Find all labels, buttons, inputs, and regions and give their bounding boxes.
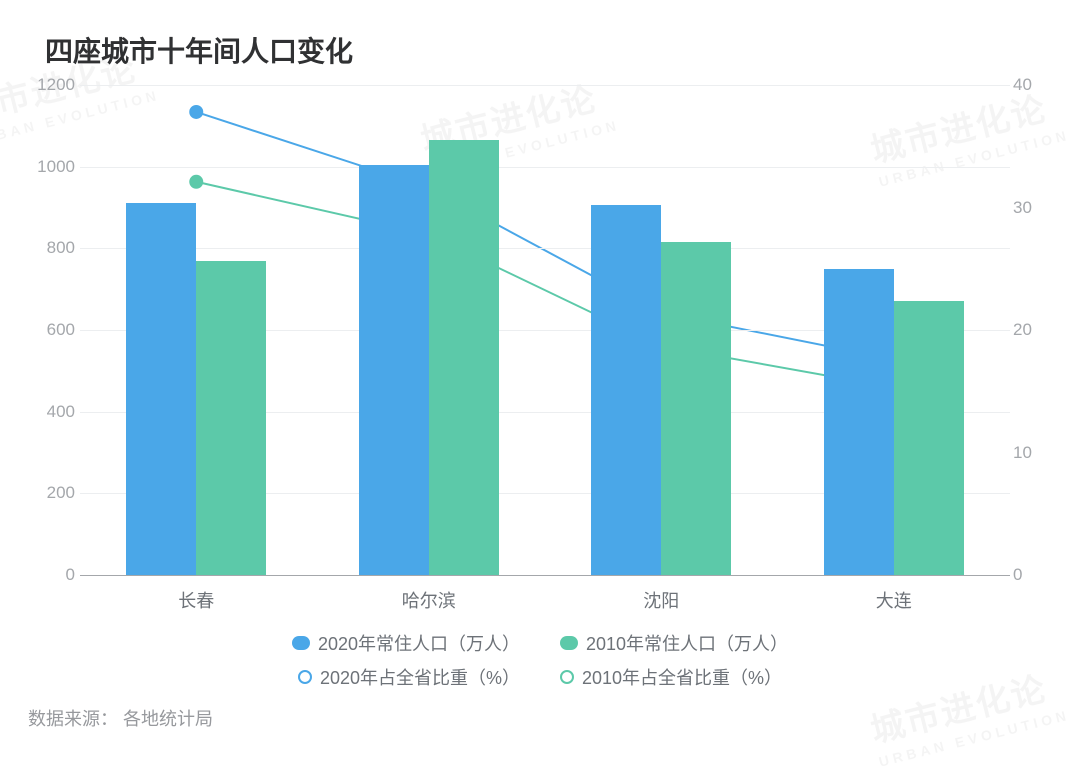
y-axis-right-label: 0 — [1013, 565, 1048, 585]
y-axis-left-label: 0 — [35, 565, 75, 585]
y-axis-right-label: 10 — [1013, 443, 1048, 463]
legend-label: 2020年常住人口（万人） — [318, 630, 520, 656]
bar — [196, 261, 266, 575]
legend-marker-icon — [560, 636, 578, 650]
y-axis-left-label: 1200 — [35, 75, 75, 95]
y-axis-right-label: 20 — [1013, 320, 1048, 340]
bar — [429, 140, 499, 575]
line-series — [196, 182, 894, 388]
bar — [894, 301, 964, 575]
legend-marker-icon — [298, 670, 312, 684]
plot-area: 020040060080010001200010203040长春哈尔滨沈阳大连 — [80, 85, 1010, 575]
x-axis-label: 大连 — [876, 587, 912, 613]
y-axis-right-label: 30 — [1013, 198, 1048, 218]
gridline — [80, 167, 1010, 168]
x-axis-label: 沈阳 — [643, 587, 679, 613]
legend-label: 2020年占全省比重（%） — [320, 664, 520, 690]
legend-label: 2010年占全省比重（%） — [582, 664, 782, 690]
bar — [824, 269, 894, 575]
chart-title: 四座城市十年间人口变化 — [45, 30, 1060, 70]
data-source: 数据来源： 各地统计局 — [28, 705, 213, 731]
gridline — [80, 85, 1010, 86]
bar — [126, 203, 196, 575]
line-marker — [190, 106, 202, 118]
legend-item: 2020年常住人口（万人） — [292, 630, 520, 656]
legend-marker-icon — [292, 636, 310, 650]
legend-marker-icon — [560, 670, 574, 684]
line-series — [196, 112, 894, 359]
y-axis-left-label: 1000 — [35, 157, 75, 177]
gridline — [80, 575, 1010, 576]
y-axis-left-label: 200 — [35, 483, 75, 503]
legend-item: 2010年常住人口（万人） — [560, 630, 788, 656]
x-axis-label: 长春 — [178, 587, 214, 613]
bar — [661, 242, 731, 575]
legend: 2020年常住人口（万人） 2010年常住人口（万人） 2020年占全省比重（%）… — [0, 630, 1080, 690]
gridline — [80, 248, 1010, 249]
legend-item: 2010年占全省比重（%） — [560, 664, 782, 690]
y-axis-right-label: 40 — [1013, 75, 1048, 95]
chart-container: 城市进化论URBAN EVOLUTION 城市进化论URBAN EVOLUTIO… — [0, 0, 1080, 743]
y-axis-left-label: 600 — [35, 320, 75, 340]
bar — [359, 165, 429, 575]
legend-label: 2010年常住人口（万人） — [586, 630, 788, 656]
y-axis-left-label: 800 — [35, 238, 75, 258]
source-value: 各地统计局 — [123, 709, 213, 729]
source-label: 数据来源： — [28, 709, 118, 729]
legend-item: 2020年占全省比重（%） — [298, 664, 520, 690]
bar — [591, 205, 661, 575]
x-axis-label: 哈尔滨 — [402, 587, 456, 613]
line-marker — [190, 176, 202, 188]
y-axis-left-label: 400 — [35, 402, 75, 422]
